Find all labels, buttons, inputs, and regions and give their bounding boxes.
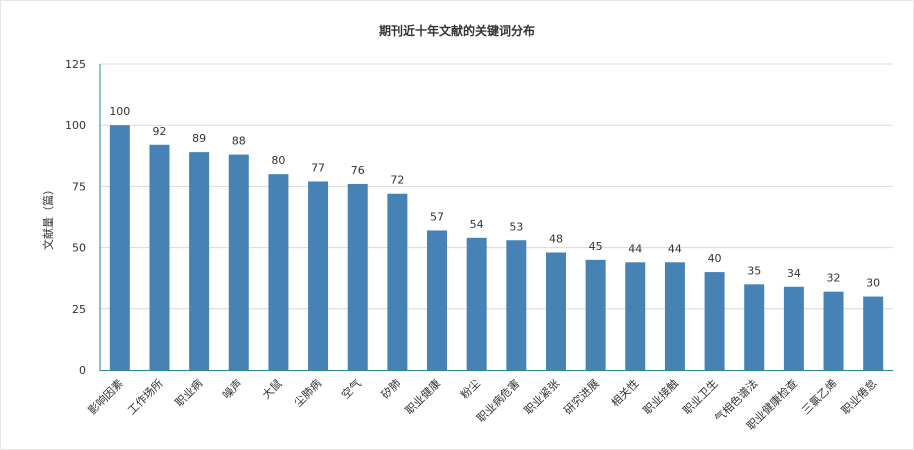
x-tick-label: 三氯乙烯 [799,376,840,417]
y-axis-ticks: 0 25 50 75 100 125 [65,58,86,377]
y-tick-label: 0 [79,364,86,377]
bar[interactable] [625,262,646,370]
x-tick-label: 影响因素 [86,377,126,417]
data-label: 40 [708,252,722,265]
data-label: 44 [628,242,642,255]
data-label: 48 [549,232,563,245]
x-tick-label: 职业紧张 [522,377,562,417]
bar[interactable] [189,152,210,370]
data-label: 32 [827,272,841,285]
bar[interactable] [506,240,527,370]
bar[interactable] [823,291,844,370]
data-label: 34 [787,267,801,280]
bars [109,125,884,370]
data-label: 89 [192,132,206,145]
x-tick-label: 职业健康 [402,376,443,417]
y-axis-label: 文献量（篇） [41,184,55,250]
data-label: 54 [470,218,484,231]
x-tick-label: 尘肺病 [291,376,324,409]
data-label: 35 [747,264,761,277]
bar[interactable] [149,144,170,370]
bar[interactable] [664,262,685,370]
data-label: 30 [866,277,880,290]
y-tick-label: 100 [65,119,86,132]
x-tick-label: 矽肺 [378,376,403,401]
x-tick-label: 研究进展 [561,376,602,417]
bar[interactable] [268,174,289,370]
bar[interactable] [109,125,130,370]
y-tick-label: 75 [72,180,86,193]
bar[interactable] [308,181,329,370]
data-label: 80 [271,154,285,167]
x-tick-label: 职业病 [172,376,205,409]
bar[interactable] [744,284,765,370]
x-tick-label: 职业接触 [640,376,681,417]
x-tick-label: 相关性 [608,376,641,409]
y-tick-label: 25 [72,303,86,316]
x-tick-label: 职业倦怠 [838,376,879,417]
x-tick-label: 噪声 [219,376,244,401]
x-tick-label: 空气 [338,376,363,401]
x-tick-label: 职业卫生 [680,376,721,417]
bar[interactable] [228,154,249,370]
data-label: 57 [430,210,444,223]
x-tick-label: 工作场所 [125,376,166,417]
bar[interactable] [783,286,804,370]
data-label: 88 [232,135,246,148]
data-label: 44 [668,242,682,255]
bar[interactable] [387,193,408,370]
bar[interactable] [585,259,606,370]
x-tick-label: 粉尘 [458,377,483,402]
y-tick-label: 125 [65,58,86,71]
bar[interactable] [704,272,725,370]
data-label: 100 [109,105,130,118]
data-label: 53 [509,220,523,233]
bar[interactable] [545,252,566,370]
data-label: 72 [390,174,404,187]
bar[interactable] [863,296,884,370]
data-label: 45 [589,240,603,253]
bar[interactable] [427,230,448,370]
x-tick-label: 大鼠 [259,376,284,401]
bar[interactable] [466,237,487,370]
data-label: 77 [311,162,325,175]
y-tick-label: 50 [72,242,86,255]
data-label: 92 [152,125,166,138]
data-labels: 100 92 89 88 80 77 76 72 57 54 53 48 45 44 44 40 35 34 32 3… [109,105,880,289]
data-label: 76 [351,164,365,177]
chart-title: 期刊近十年文献的关键词分布 [378,24,535,38]
x-tick-label: 职业病危害 [474,376,523,425]
grid-lines [100,63,893,310]
bar[interactable] [347,183,368,370]
